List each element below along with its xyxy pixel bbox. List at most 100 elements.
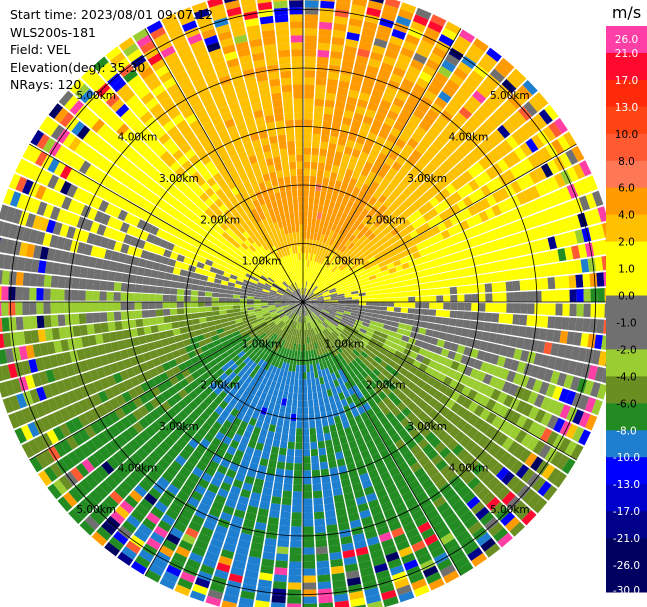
ppi-gate <box>358 174 367 184</box>
ppi-gate <box>332 256 339 264</box>
ppi-gate <box>358 295 367 300</box>
ppi-gate <box>516 256 525 268</box>
ppi-gate <box>338 203 346 213</box>
ppi-gate <box>326 236 332 245</box>
ppi-gate <box>316 247 321 256</box>
ppi-gate <box>422 114 435 126</box>
ppi-gate <box>310 300 317 302</box>
ppi-gate <box>371 88 384 99</box>
ppi-gate <box>391 161 402 172</box>
ppi-gate <box>369 148 380 159</box>
ppi-gate <box>386 222 396 232</box>
ppi-gate <box>388 203 398 213</box>
ppi-gate <box>334 283 342 288</box>
ppi-gate <box>521 158 534 173</box>
ppi-gate <box>468 179 480 192</box>
ppi-gate <box>410 59 425 71</box>
ppi-gate <box>493 250 503 262</box>
ppi-gate <box>435 288 444 295</box>
ppi-gate <box>444 237 454 247</box>
ppi-gate <box>323 250 329 259</box>
ppi-gate <box>535 182 547 197</box>
ppi-gate <box>525 138 539 153</box>
ppi-gate <box>428 185 440 196</box>
ppi-gate <box>399 108 412 120</box>
ppi-gate <box>547 192 559 207</box>
ppi-gate <box>315 262 321 270</box>
ppi-gate <box>345 299 353 302</box>
ppi-gate <box>543 251 553 264</box>
ppi-gate <box>449 286 458 295</box>
ppi-gate <box>417 183 429 194</box>
ppi-gate <box>316 280 322 287</box>
ppi-gate <box>359 151 369 161</box>
ppi-gate <box>338 235 346 244</box>
ppi-gate <box>392 66 406 78</box>
ppi-gate <box>352 258 360 265</box>
ppi-gate <box>350 287 358 292</box>
ppi-gate <box>376 184 386 195</box>
ppi-gate <box>356 135 366 145</box>
ppi-gate <box>369 95 381 106</box>
ppi-gate <box>311 285 318 292</box>
ppi-gate <box>561 232 571 247</box>
ppi-gate <box>397 237 407 246</box>
ppi-gate <box>366 154 377 165</box>
ppi-gate <box>330 293 338 297</box>
ppi-gate <box>432 266 441 275</box>
ppi-gate <box>390 127 402 138</box>
ppi-gate <box>369 224 378 233</box>
ppi-gate <box>351 296 360 300</box>
ppi-gate <box>552 262 562 276</box>
ppi-gate <box>566 166 579 183</box>
ppi-gate <box>514 146 527 161</box>
ppi-gate <box>342 284 350 289</box>
ppi-gate <box>359 270 368 277</box>
ppi-gate <box>357 253 366 261</box>
ppi-gate <box>515 161 528 176</box>
ppi-gate <box>416 263 426 272</box>
ppi-gate <box>532 212 544 227</box>
ppi-gate <box>352 228 361 237</box>
ppi-gate <box>416 172 428 183</box>
ppi-gate <box>467 166 480 179</box>
ppi-gate <box>348 265 356 272</box>
ppi-gate <box>378 261 387 268</box>
ppi-gate <box>489 217 500 229</box>
ppi-gate <box>331 277 339 283</box>
ppi-gate <box>312 277 317 284</box>
ppi-gate <box>329 289 337 294</box>
ppi-gate <box>495 260 505 272</box>
ppi-gate <box>440 146 452 158</box>
ppi-gate <box>340 212 348 221</box>
ppi-gate <box>513 220 524 233</box>
ppi-gate <box>468 44 485 58</box>
ppi-gate <box>434 203 445 215</box>
ppi-gate <box>588 225 599 241</box>
ppi-gate <box>381 162 391 173</box>
ppi-gate <box>454 130 467 144</box>
ppi-gate <box>492 177 504 190</box>
ppi-gate <box>539 210 550 224</box>
ppi-gate <box>418 270 427 278</box>
ppi-gate <box>432 168 444 180</box>
ppi-gate <box>461 81 476 95</box>
ppi-gate <box>347 162 356 171</box>
ppi-gate <box>398 275 406 282</box>
ppi-gate <box>441 27 458 41</box>
ppi-gate <box>343 289 352 294</box>
ppi-gate <box>384 116 396 127</box>
ppi-gate <box>466 217 477 228</box>
ppi-gate <box>388 249 397 258</box>
ppi-gate <box>386 262 395 270</box>
ppi-gate <box>369 205 379 215</box>
ppi-gate <box>536 130 551 146</box>
ppi-gate <box>511 131 525 146</box>
ppi-gate <box>498 57 515 73</box>
ppi-gate <box>557 248 567 262</box>
ppi-gate <box>492 109 507 124</box>
ppi-gate <box>368 58 382 69</box>
ppi-gate <box>377 223 387 232</box>
elevation-label: Elevation(deg): 35.30 <box>10 59 146 75</box>
ppi-gate <box>318 256 323 264</box>
